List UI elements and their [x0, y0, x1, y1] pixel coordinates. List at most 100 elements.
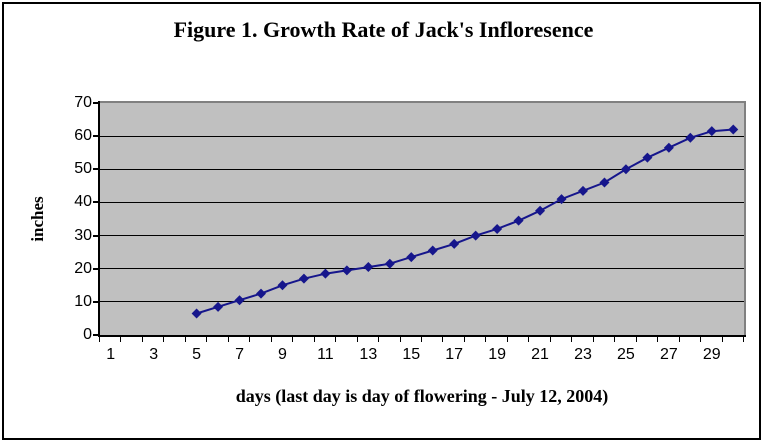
- data-point-day-16: [427, 245, 438, 256]
- y-tick-label: 60: [74, 127, 92, 145]
- data-point-day-28: [685, 132, 696, 143]
- data-point-day-8: [256, 288, 266, 299]
- y-tick: [93, 135, 98, 138]
- y-axis-line: [98, 101, 100, 337]
- x-tick: [184, 337, 186, 342]
- x-tick-label: 11: [317, 346, 334, 363]
- data-point-day-10: [298, 273, 309, 284]
- x-axis-line: [98, 335, 746, 337]
- x-tick: [378, 337, 380, 342]
- x-tick: [678, 337, 680, 342]
- data-point-day-29: [706, 126, 717, 137]
- data-point-day-17: [449, 238, 460, 249]
- data-point-day-25: [620, 164, 631, 175]
- x-tick: [227, 337, 229, 342]
- y-tick-label: 0: [83, 326, 92, 343]
- x-tick-label: 1: [106, 346, 116, 363]
- x-tick-label: 7: [235, 346, 244, 363]
- plot-area: [98, 101, 746, 337]
- y-tick: [93, 334, 98, 336]
- gridline-y-60: [100, 135, 744, 137]
- data-point-day-26: [642, 152, 653, 163]
- x-tick: [120, 337, 122, 342]
- data-point-day-18: [470, 230, 481, 241]
- data-point-day-7: [234, 295, 245, 306]
- data-point-day-30: [728, 124, 739, 135]
- x-tick: [657, 337, 659, 342]
- x-tick-label: 9: [278, 346, 287, 363]
- x-tick: [421, 337, 422, 342]
- data-point-day-21: [535, 205, 546, 216]
- x-tick: [206, 337, 208, 342]
- data-point-day-19: [492, 223, 503, 234]
- x-tick-label: 17: [445, 346, 464, 363]
- x-tick: [313, 337, 315, 342]
- x-tick: [163, 337, 165, 342]
- x-tick-label: 5: [192, 346, 202, 363]
- x-tick: [635, 337, 637, 342]
- data-series: [191, 124, 739, 319]
- y-tick: [93, 267, 98, 270]
- x-tick: [249, 337, 251, 342]
- gridline-y-20: [100, 268, 744, 270]
- x-tick: [485, 337, 487, 342]
- data-point-day-6: [213, 301, 224, 312]
- x-tick-label: 3: [149, 346, 159, 363]
- data-point-day-13: [363, 262, 374, 273]
- series-line: [196, 128, 734, 315]
- y-tick: [93, 102, 98, 104]
- data-point-day-11: [320, 268, 331, 279]
- chart-border: [2, 2, 761, 440]
- x-tick: [528, 337, 530, 342]
- y-tick-label: 10: [74, 292, 92, 310]
- x-tick: [549, 337, 551, 342]
- x-tick: [700, 337, 702, 342]
- y-tick: [93, 300, 98, 303]
- y-tick: [93, 168, 98, 171]
- data-point-day-27: [663, 142, 674, 153]
- x-tick: [292, 337, 294, 342]
- gridline-y-10: [100, 301, 744, 303]
- x-tick: [721, 337, 723, 342]
- data-point-day-15: [406, 252, 417, 263]
- x-tick-label: 25: [617, 346, 635, 363]
- y-tick-label: 30: [74, 226, 92, 244]
- x-tick-label: 19: [488, 346, 507, 363]
- y-tick-label: 20: [74, 259, 92, 277]
- x-axis-title: days (last day is day of flowering - Jul…: [235, 386, 609, 406]
- x-tick-label: 27: [659, 346, 678, 363]
- data-point-day-22: [556, 194, 567, 205]
- y-tick: [93, 234, 98, 237]
- x-tick-label: 29: [702, 346, 721, 363]
- data-point-day-20: [513, 215, 524, 226]
- x-tick: [335, 337, 337, 342]
- data-point-day-14: [384, 258, 395, 269]
- data-point-day-23: [578, 185, 588, 196]
- gridline-y-50: [100, 168, 744, 170]
- y-tick-label: 70: [74, 94, 92, 111]
- y-axis-title: inches: [28, 196, 47, 242]
- x-tick: [399, 337, 401, 342]
- y-tick-label: 40: [74, 193, 92, 211]
- gridline-y-40: [100, 201, 744, 203]
- data-point-day-12: [341, 265, 352, 276]
- data-point-day-5: [191, 308, 202, 319]
- x-tick: [463, 337, 465, 342]
- x-tick: [592, 337, 594, 342]
- x-tick: [506, 337, 508, 342]
- x-tick-label: 23: [574, 346, 592, 363]
- x-tick: [743, 337, 744, 342]
- x-tick-label: 13: [359, 346, 378, 363]
- gridline-y-30: [100, 235, 744, 237]
- y-tick: [93, 201, 98, 204]
- x-tick: [141, 337, 143, 342]
- x-tick: [270, 337, 272, 342]
- x-tick: [356, 337, 358, 342]
- x-tick: [442, 337, 444, 342]
- x-tick: [614, 337, 616, 342]
- y-tick-label: 50: [74, 160, 92, 178]
- data-point-day-9: [277, 280, 288, 291]
- chart-title: Figure 1. Growth Rate of Jack's Inflores…: [173, 17, 594, 42]
- x-tick: [571, 337, 573, 342]
